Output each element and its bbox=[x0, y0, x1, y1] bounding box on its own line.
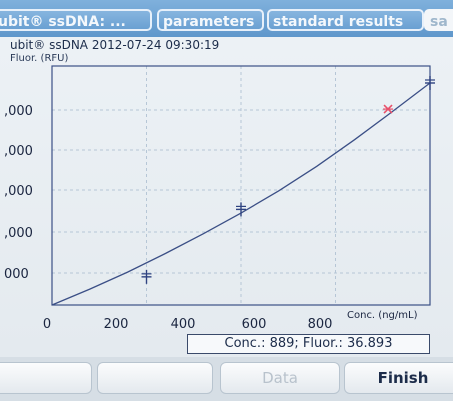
y-tick-label: ,000 bbox=[4, 226, 33, 241]
soft-button-1[interactable] bbox=[0, 362, 92, 394]
button-bar: Data Finish bbox=[0, 357, 453, 401]
y-tick-label: ,000 bbox=[4, 144, 33, 159]
run-title: ubit® ssDNA 2012-07-24 09:30:19 bbox=[10, 38, 220, 52]
finish-button[interactable]: Finish bbox=[344, 362, 453, 394]
standard-curve-chart: ,000 ,000 ,000 ,000 000 0 200 400 600 800 Conc. (… bbox=[4, 65, 435, 332]
y-tick-labels: ,000 ,000 ,000 ,000 000 bbox=[4, 104, 33, 282]
x-tick-label: 200 bbox=[104, 317, 129, 332]
x-tick-labels: 0 200 400 600 800 Conc. (ng/mL) bbox=[43, 310, 418, 332]
tab-parameters[interactable]: parameters bbox=[157, 9, 264, 31]
y-tick-label: ,000 bbox=[4, 184, 33, 199]
y-tick-label: 000 bbox=[4, 267, 29, 282]
chart-grid bbox=[52, 66, 430, 305]
tab-sample-results[interactable]: sa bbox=[424, 9, 453, 31]
soft-button-2[interactable] bbox=[97, 362, 213, 394]
sample-point bbox=[383, 104, 394, 114]
x-tick-label: 400 bbox=[171, 317, 196, 332]
standard-point-3 bbox=[425, 75, 435, 90]
data-button[interactable]: Data bbox=[220, 362, 340, 394]
x-axis-label: Conc. (ng/mL) bbox=[347, 310, 418, 321]
tab-bar: ubit® ssDNA: ... parameters standard res… bbox=[0, 0, 453, 37]
tab-assay[interactable]: ubit® ssDNA: ... bbox=[0, 9, 152, 31]
y-axis-label: Fluor. (RFU) bbox=[10, 53, 69, 64]
sample-readout: Conc.: 889; Fluor.: 36.893 bbox=[187, 334, 430, 354]
y-tick-label: ,000 bbox=[4, 104, 33, 119]
x-tick-label: 600 bbox=[242, 317, 267, 332]
x-tick-label: 800 bbox=[308, 317, 333, 332]
x-tick-label: 0 bbox=[43, 317, 51, 332]
standard-point-1 bbox=[141, 269, 152, 284]
tab-standard-results[interactable]: standard results bbox=[267, 9, 424, 31]
plot-frame bbox=[51, 65, 431, 306]
data-points bbox=[141, 75, 435, 284]
standard-point-2 bbox=[236, 202, 246, 217]
